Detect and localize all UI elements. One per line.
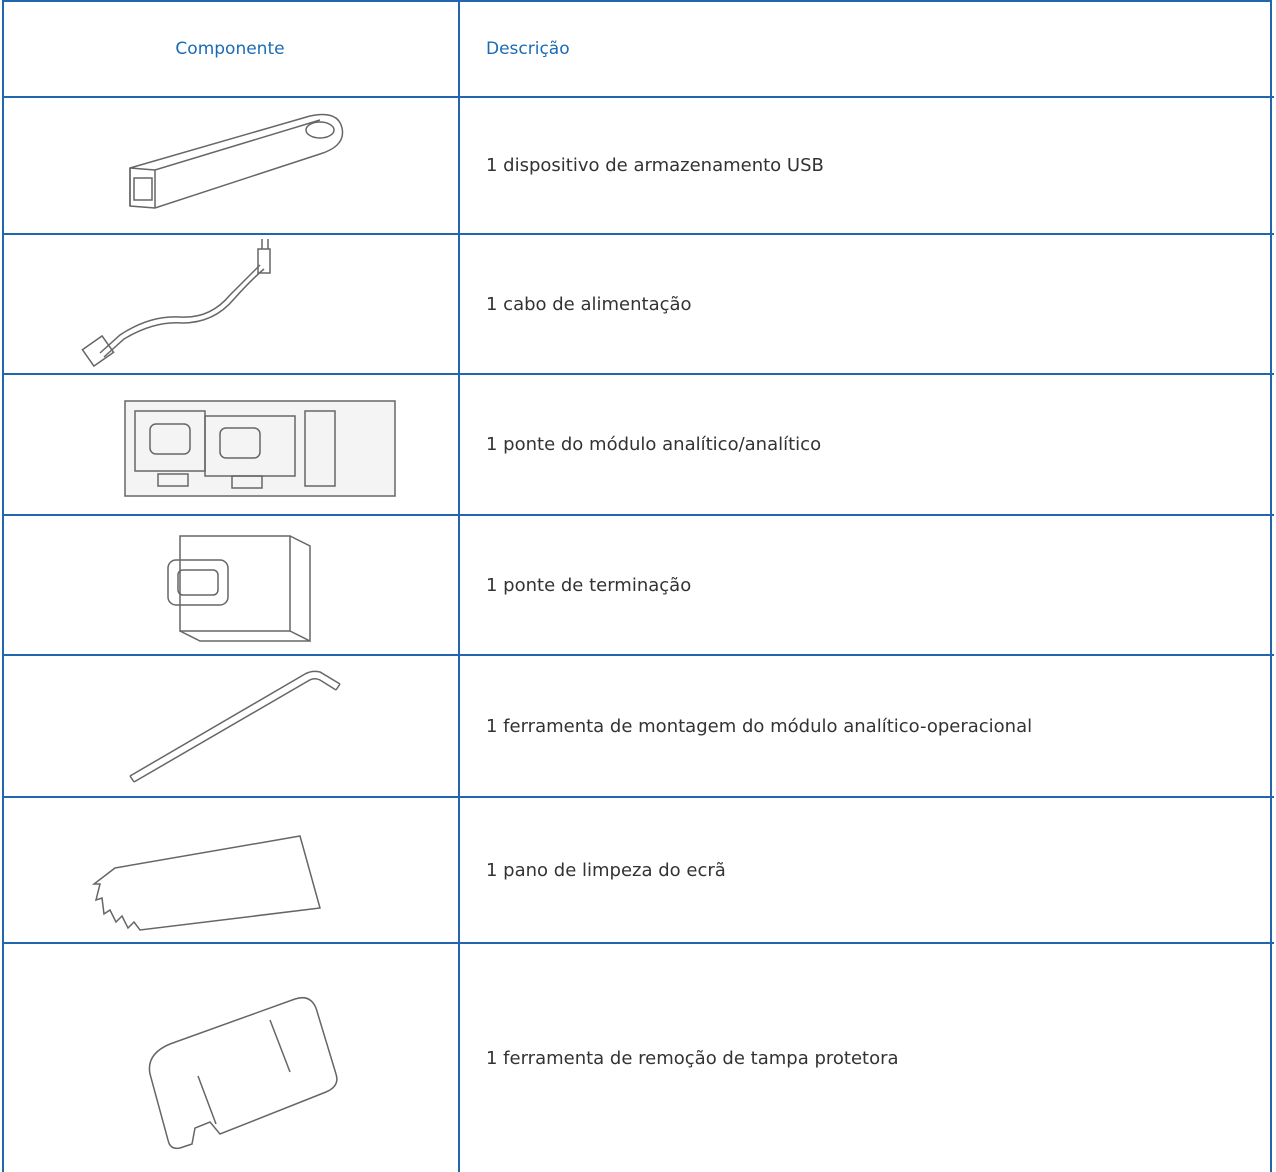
row-border xyxy=(2,233,1274,235)
power-cable-image xyxy=(81,239,271,368)
description: 1 ponte de terminação xyxy=(486,574,692,596)
description: 1 cabo de alimentação xyxy=(486,293,692,315)
column-divider xyxy=(458,0,460,1172)
usb-drive-image xyxy=(129,113,344,209)
hex-key-image xyxy=(129,670,341,783)
header-cell: Componente xyxy=(175,38,285,59)
header-cell: Descrição xyxy=(486,38,570,59)
bridge-module-image xyxy=(124,400,396,497)
description: 1 pano de limpeza do ecrã xyxy=(486,859,726,881)
termination-bridge-image xyxy=(167,535,311,643)
row-border xyxy=(2,514,1274,516)
description: 1 ferramenta de remoção de tampa proteto… xyxy=(486,1047,899,1069)
description: 1 ponte do módulo analítico/analítico xyxy=(486,434,822,455)
description: 1 ferramenta de montagem do módulo analí… xyxy=(486,715,1033,737)
row-border xyxy=(2,96,1274,98)
row-border xyxy=(2,373,1274,375)
row-border xyxy=(2,942,1274,944)
row-border xyxy=(2,796,1274,798)
description: 1 dispositivo de armazenamento USB xyxy=(486,155,824,176)
row-border xyxy=(2,654,1274,656)
cleaning-cloth-image xyxy=(91,835,321,931)
cover-removal-tool-image xyxy=(148,996,338,1150)
